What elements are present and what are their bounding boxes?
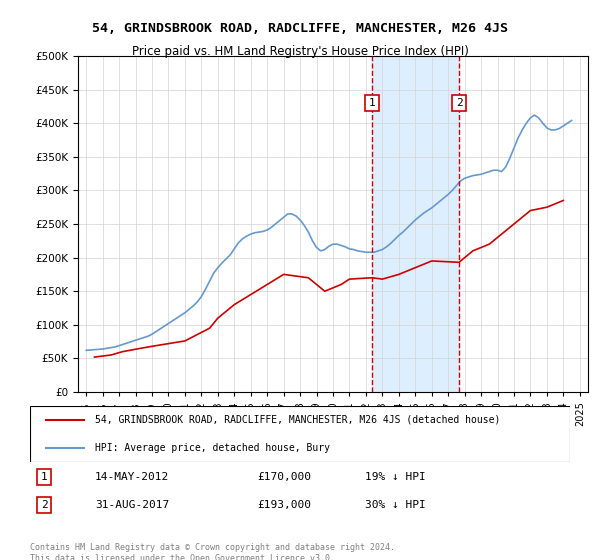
Text: £170,000: £170,000 bbox=[257, 472, 311, 482]
Text: Contains HM Land Registry data © Crown copyright and database right 2024.
This d: Contains HM Land Registry data © Crown c… bbox=[30, 543, 395, 560]
Text: 30% ↓ HPI: 30% ↓ HPI bbox=[365, 500, 425, 510]
Text: 31-AUG-2017: 31-AUG-2017 bbox=[95, 500, 169, 510]
Text: 2: 2 bbox=[455, 98, 463, 108]
Text: 2: 2 bbox=[41, 500, 47, 510]
Text: Price paid vs. HM Land Registry's House Price Index (HPI): Price paid vs. HM Land Registry's House … bbox=[131, 45, 469, 58]
Text: 1: 1 bbox=[41, 472, 47, 482]
Text: £193,000: £193,000 bbox=[257, 500, 311, 510]
FancyBboxPatch shape bbox=[30, 406, 570, 462]
Text: HPI: Average price, detached house, Bury: HPI: Average price, detached house, Bury bbox=[95, 443, 330, 453]
Text: 54, GRINDSBROOK ROAD, RADCLIFFE, MANCHESTER, M26 4JS (detached house): 54, GRINDSBROOK ROAD, RADCLIFFE, MANCHES… bbox=[95, 415, 500, 425]
Text: 54, GRINDSBROOK ROAD, RADCLIFFE, MANCHESTER, M26 4JS: 54, GRINDSBROOK ROAD, RADCLIFFE, MANCHES… bbox=[92, 22, 508, 35]
Text: 14-MAY-2012: 14-MAY-2012 bbox=[95, 472, 169, 482]
Text: 1: 1 bbox=[368, 98, 376, 108]
Bar bbox=[372, 56, 459, 392]
Text: 19% ↓ HPI: 19% ↓ HPI bbox=[365, 472, 425, 482]
